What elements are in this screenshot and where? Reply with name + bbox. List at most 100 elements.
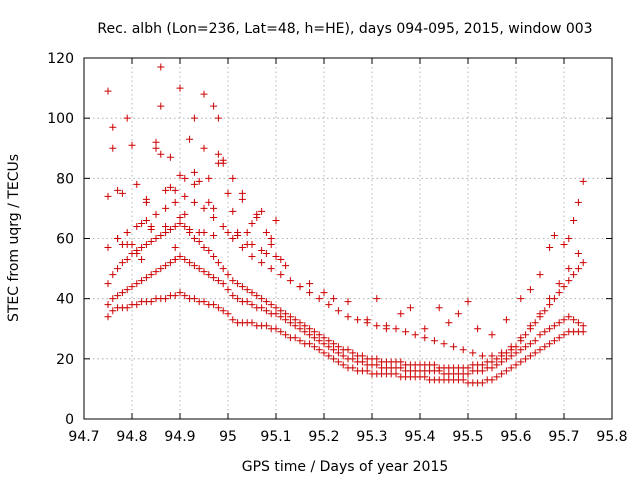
- data-point: [142, 216, 150, 224]
- data-point: [574, 265, 582, 273]
- data-point: [200, 90, 208, 98]
- data-point: [200, 244, 208, 252]
- data-point: [358, 352, 366, 360]
- data-point: [363, 367, 371, 375]
- data-point: [541, 328, 549, 336]
- data-point: [190, 235, 198, 242]
- data-point: [315, 295, 323, 303]
- data-point: [579, 328, 587, 336]
- data-point: [229, 174, 237, 182]
- data-point: [373, 295, 381, 303]
- data-point: [248, 289, 256, 297]
- data-point: [301, 322, 309, 330]
- data-point: [210, 274, 218, 282]
- data-point: [210, 301, 218, 309]
- data-point: [555, 280, 563, 288]
- data-point: [123, 228, 131, 236]
- x-tick-label: 95.4: [404, 429, 435, 445]
- data-point: [190, 114, 198, 122]
- data-point: [517, 346, 525, 354]
- data-point: [229, 207, 237, 215]
- y-axis-label: STEC from uqrg / TECUs: [6, 154, 22, 322]
- x-tick-label: 94.8: [116, 429, 147, 445]
- data-point: [493, 361, 501, 369]
- y-tick-label: 80: [56, 171, 74, 187]
- data-point: [219, 156, 227, 164]
- data-point: [133, 301, 141, 309]
- x-tick-label: 95.2: [308, 429, 339, 445]
- data-point: [205, 247, 213, 255]
- data-point: [229, 277, 237, 285]
- data-point: [320, 289, 328, 297]
- data-point: [560, 241, 568, 249]
- data-point: [565, 313, 573, 321]
- data-point: [138, 219, 146, 227]
- data-point: [570, 271, 578, 279]
- data-point: [488, 358, 496, 366]
- data-point: [243, 228, 251, 236]
- data-point: [397, 364, 405, 372]
- data-point: [128, 141, 136, 149]
- data-point: [344, 313, 352, 321]
- data-point: [104, 313, 112, 321]
- data-point: [320, 334, 328, 342]
- data-point: [248, 241, 256, 249]
- data-point: [123, 304, 131, 312]
- data-point: [214, 159, 222, 167]
- data-point: [488, 352, 496, 360]
- data-point: [190, 295, 198, 303]
- data-point: [219, 280, 227, 288]
- data-point: [291, 322, 299, 330]
- y-tick-label: 60: [56, 232, 74, 248]
- data-point: [310, 334, 318, 342]
- data-point: [234, 295, 242, 303]
- data-point: [306, 280, 314, 288]
- data-point: [181, 292, 189, 300]
- data-point: [195, 238, 203, 246]
- data-point: [478, 352, 486, 360]
- data-point: [421, 325, 429, 333]
- data-point: [238, 189, 246, 197]
- data-point: [147, 238, 155, 246]
- data-point: [181, 174, 189, 182]
- data-point: [498, 349, 506, 357]
- data-point: [526, 352, 534, 360]
- data-point: [229, 292, 237, 300]
- x-tick-label: 94.9: [164, 429, 195, 445]
- data-point: [469, 349, 477, 357]
- data-point: [171, 244, 179, 252]
- data-point: [152, 268, 160, 276]
- data-point: [258, 207, 266, 215]
- x-tick-label: 95.5: [452, 429, 483, 445]
- data-point: [262, 322, 270, 330]
- data-point: [176, 219, 184, 227]
- data-point: [157, 231, 165, 239]
- data-point: [258, 259, 266, 267]
- data-point: [579, 177, 587, 185]
- data-point: [282, 262, 290, 270]
- data-point: [118, 289, 126, 297]
- data-point: [498, 358, 506, 366]
- x-tick-label: 95.8: [596, 429, 627, 445]
- data-point: [277, 256, 285, 264]
- data-point: [219, 222, 227, 230]
- data-point: [171, 198, 179, 206]
- data-point: [344, 298, 352, 306]
- data-point: [166, 259, 174, 267]
- data-point: [282, 310, 290, 318]
- data-point: [402, 328, 410, 336]
- data-point: [190, 262, 198, 270]
- data-point: [344, 346, 352, 354]
- data-point: [248, 253, 256, 261]
- data-point: [272, 253, 280, 261]
- data-point: [248, 301, 256, 309]
- data-point: [181, 210, 189, 218]
- data-point: [315, 337, 323, 345]
- data-point: [128, 283, 136, 291]
- data-point: [262, 298, 270, 306]
- data-point: [133, 180, 141, 188]
- data-point: [546, 295, 554, 303]
- data-point: [104, 301, 112, 309]
- data-point: [325, 352, 333, 360]
- y-axis: 0 20 40 60 80 100 120: [47, 51, 612, 428]
